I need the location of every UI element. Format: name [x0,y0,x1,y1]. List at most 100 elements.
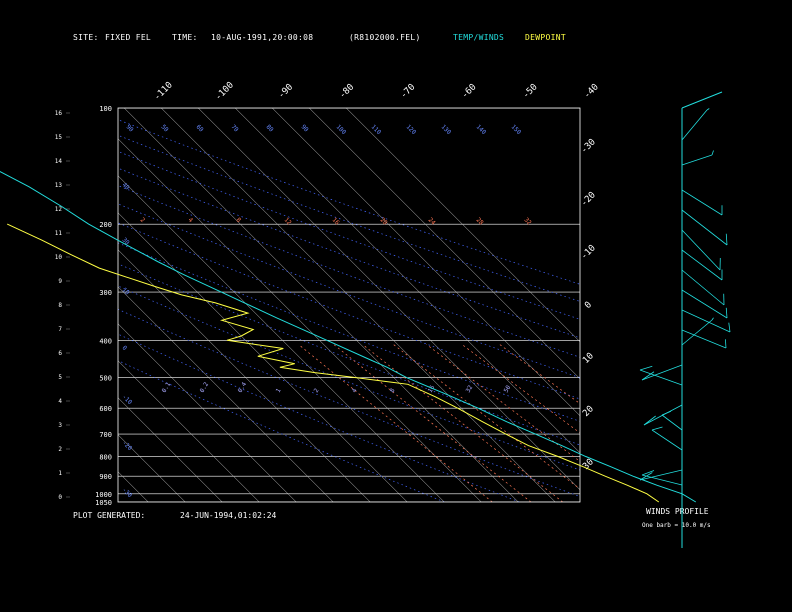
dry-adiabat-left-label: -20 [121,439,134,452]
dry-adiabat [118,167,580,339]
wind-barb-flag [706,108,710,111]
isotherm-line [118,434,186,502]
pressure-tick-label: 1050 [95,499,112,507]
dry-adiabat-label: 70 [230,123,240,133]
plot-area [0,108,580,502]
mixing-ratio-line [461,344,580,434]
isotherm-line [118,138,482,502]
temperature-profile [0,171,697,503]
barb-note: One barb = 10.0 m/s [642,522,711,529]
isotherm-right-label: 10 [581,351,596,366]
wind-barb [681,289,728,319]
wind-barb-flag [639,365,653,371]
wind-barb-flag [725,307,728,319]
mixing-ratio-label: 24 [427,216,437,226]
isotherm-line [118,360,260,502]
wind-barb [641,364,683,381]
mixing-ratio-label: 2 [139,216,147,224]
wind-barb [681,154,713,166]
wind-barb [681,229,721,271]
wind-barb-flag [711,317,714,321]
wind-barb-flag [643,415,656,426]
isotherm-line [198,108,580,491]
isotherm-right-label: -10 [579,243,598,262]
dry-adiabat-label: 110 [370,123,383,136]
isotherm-line [309,108,580,380]
height-tick-label: 5 [58,374,62,381]
legend-temp: TEMP/WINDS [453,33,505,42]
legend-dewpoint: DEWPOINT [525,33,566,42]
wind-barb-flag [725,233,728,246]
dry-adiabat-label: 60 [195,123,205,133]
wind-barb-flag [651,426,663,431]
mixing-ratio-label: 8 [235,216,243,224]
dry-adiabat [118,285,580,471]
mixing-ratio-line [298,344,493,502]
dry-adiabat [118,134,580,302]
isotherm-top-label: -90 [277,82,296,101]
mixing-ratio-label: 32 [523,216,533,226]
isotherm-top-label: -80 [338,82,357,101]
wind-barb [681,91,723,109]
height-tick-label: 2 [58,446,62,453]
wind-barb-flag [641,371,655,381]
isotherm-top-label: -60 [460,82,479,101]
height-tick-label: 15 [55,134,63,141]
mixing-ratio-label: 12 [283,216,293,226]
pressure-tick-label: 800 [99,453,112,461]
mixing-ratio-label: 28 [475,216,485,226]
pressure-tick-label: 1000 [95,491,112,499]
pressure-tick-label: 600 [99,405,112,413]
site-label: SITE: [73,33,99,42]
height-tick-label: 8 [58,302,62,309]
isotherm-line [0,108,111,502]
dry-adiabat-left-label: -10 [121,393,134,406]
dry-adiabat-left-label: 40 [121,181,131,191]
height-tick-label: 11 [55,230,63,237]
mixing-ratio-low-label: 32 [465,384,475,394]
mixing-ratio-line [426,344,580,462]
height-tick-label: 0 [58,494,62,501]
mixing-ratio-low-label: 4 [351,387,359,394]
plot-frame [117,107,581,503]
dry-adiabat [118,333,520,502]
wind-barb [639,469,683,481]
mixing-ratio-label: 4 [187,216,195,224]
height-tick-label: 1 [58,470,62,477]
isotherm-line [272,108,580,417]
wind-barb [681,319,713,346]
mixing-ratio-low-label: 0.1 [161,381,173,394]
mixing-ratio-low-label: 0.4 [237,381,249,394]
pressure-tick-label: 900 [99,473,112,481]
wind-barb [681,249,723,281]
mixing-ratio-line [362,344,564,502]
isotherm-line [118,397,223,502]
generated-label: PLOT GENERATED: [73,511,146,520]
isotherm-line [118,175,445,502]
generated-value: 24-JUN-1994,01:02:24 [180,511,277,520]
isotherm-top-label: -50 [521,82,540,101]
isotherm-line [118,249,371,502]
time-label: TIME: [172,33,198,42]
dry-adiabat-left-label: 10 [121,286,131,296]
dry-adiabat-left-label: 0 [121,344,129,352]
isotherm-top-label: -100 [214,80,236,102]
winds-profile-title: WINDS PROFILE [646,507,709,516]
height-tick-label: 14 [55,158,63,165]
wind-barb-flag [661,410,672,416]
mixing-ratio-low-label: 50 [503,384,513,394]
isotherm-line [118,212,408,502]
isotherm-line [118,286,334,502]
mixing-ratio-line [333,344,532,502]
dry-adiabat-label: 90 [300,123,310,133]
height-tick-label: 12 [55,206,63,213]
time-value: 10-AUG-1991,20:00:08 [211,33,314,42]
mixing-ratio-low-label: 2 [313,387,321,394]
dry-adiabat [118,360,445,502]
height-tick-label: 10 [55,254,63,261]
wind-barb [681,189,723,216]
wind-barb-flag [711,150,714,156]
mixing-ratio-low-label: 8 [389,387,397,394]
dry-adiabat-label: 50 [160,123,170,133]
